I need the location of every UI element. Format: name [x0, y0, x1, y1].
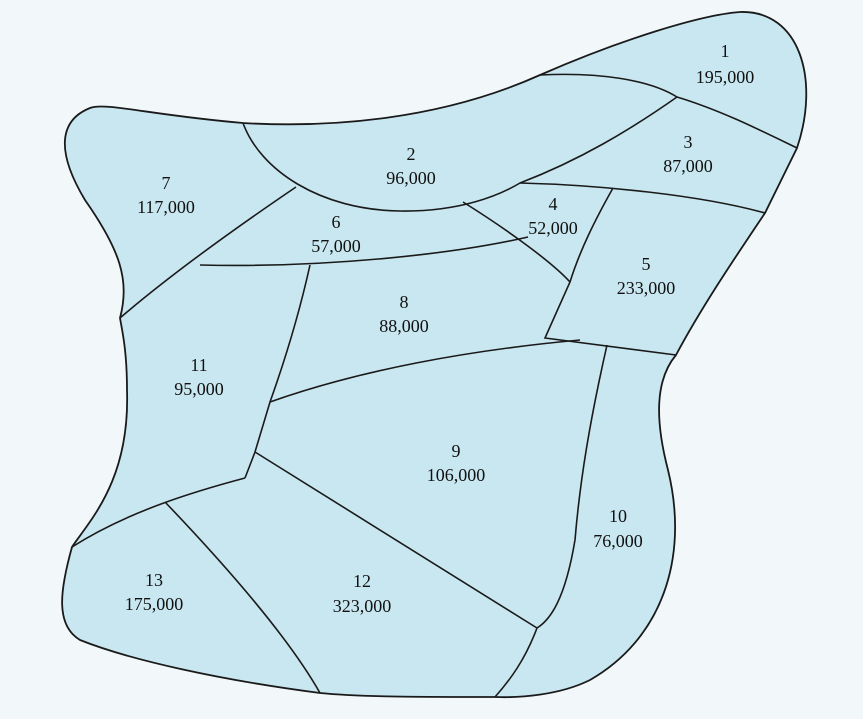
region-10: 10 76,000	[593, 506, 643, 551]
border-7-6-11	[119, 186, 297, 319]
border-12-13	[164, 501, 321, 694]
svg-text:10: 10	[609, 506, 627, 526]
border-3-4-5	[519, 182, 766, 214]
region-3: 3 87,000	[663, 132, 713, 176]
border-4-6-8	[462, 201, 571, 283]
svg-text:6: 6	[332, 212, 341, 232]
region-5: 5 233,000	[617, 254, 676, 298]
region-9: 9 106,000	[427, 441, 486, 485]
svg-text:9: 9	[452, 441, 461, 461]
svg-text:233,000: 233,000	[617, 278, 676, 298]
svg-text:1: 1	[721, 41, 730, 61]
border-8-9	[269, 339, 581, 403]
svg-text:175,000: 175,000	[125, 594, 184, 614]
svg-text:57,000: 57,000	[311, 236, 361, 256]
border-11-13	[71, 477, 246, 548]
region-8: 8 88,000	[379, 292, 429, 336]
svg-text:95,000: 95,000	[174, 379, 224, 399]
border-1-3	[676, 96, 798, 149]
map-outline	[61, 11, 808, 699]
region-4: 4 52,000	[528, 194, 578, 238]
border-9-10	[494, 344, 608, 698]
svg-text:7: 7	[162, 173, 171, 193]
svg-text:2: 2	[407, 144, 416, 164]
border-6-8	[199, 236, 529, 267]
svg-text:117,000: 117,000	[137, 197, 195, 217]
region-11: 11 95,000	[174, 355, 224, 399]
svg-text:323,000: 323,000	[333, 596, 392, 616]
region-13: 13 175,000	[125, 570, 184, 614]
region-1: 1 195,000	[696, 41, 755, 87]
border-2-lower	[242, 96, 678, 212]
svg-text:8: 8	[400, 292, 409, 312]
svg-text:11: 11	[190, 355, 207, 375]
svg-text:87,000: 87,000	[663, 156, 713, 176]
svg-text:52,000: 52,000	[528, 218, 578, 238]
region-2: 2 96,000	[386, 144, 436, 188]
svg-text:5: 5	[642, 254, 651, 274]
svg-text:106,000: 106,000	[427, 465, 486, 485]
svg-text:4: 4	[549, 194, 558, 214]
svg-text:13: 13	[145, 570, 163, 590]
border-9-12	[254, 451, 538, 629]
svg-text:88,000: 88,000	[379, 316, 429, 336]
svg-text:12: 12	[353, 571, 371, 591]
border-1-2	[539, 73, 678, 98]
svg-text:96,000: 96,000	[386, 168, 436, 188]
border-5	[543, 187, 677, 356]
svg-text:3: 3	[684, 132, 693, 152]
region-7: 7 117,000	[137, 173, 195, 217]
svg-text:76,000: 76,000	[593, 531, 643, 551]
region-6: 6 57,000	[311, 212, 361, 256]
svg-text:195,000: 195,000	[696, 67, 755, 87]
region-12: 12 323,000	[333, 571, 392, 616]
region-borders	[71, 73, 798, 698]
